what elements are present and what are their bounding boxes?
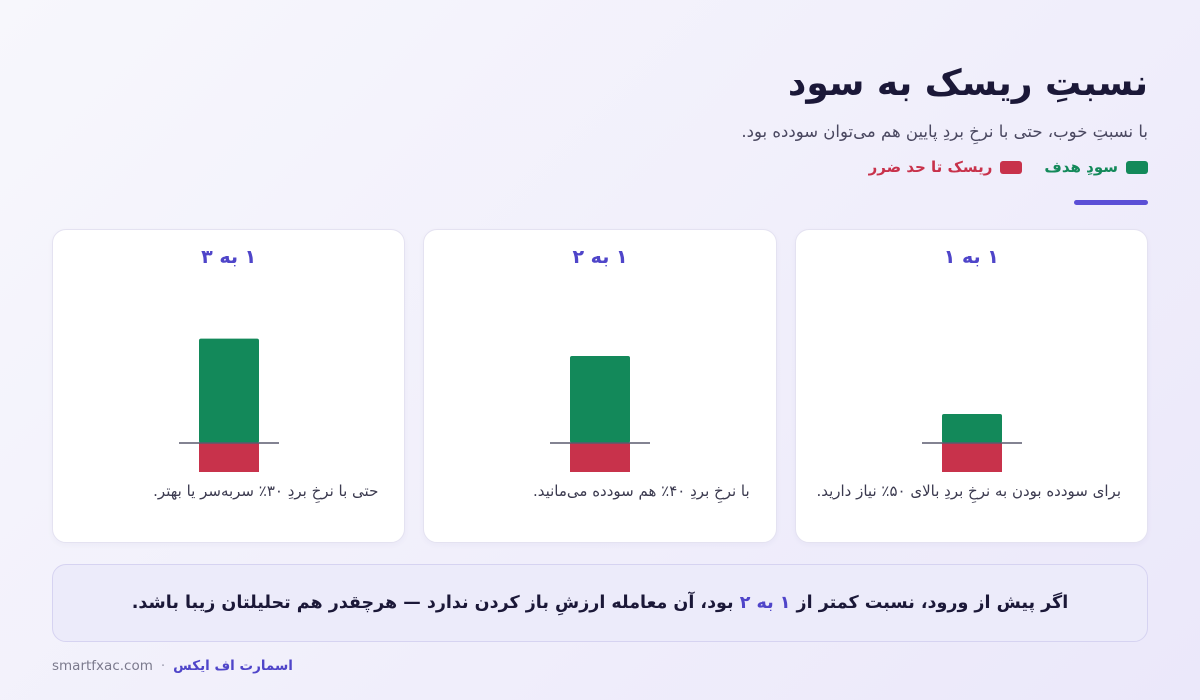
callout-text: اگر پیش از ورود، نسبت کمتر از ۱ به ۲ بود…: [132, 593, 1068, 613]
legend-profit-label: سودِ هدف: [1044, 158, 1118, 176]
ratio-card-desc: برای سودده بودن به نرخِ بردِ بالای ۵۰٪ ن…: [816, 482, 1121, 500]
footer-brand: اسمارت اف ایکس: [173, 658, 293, 674]
ratio-card-3: ۱ به ۳ حتی با نرخِ بردِ ۳۰٪ سربه‌سر یا ب…: [52, 229, 406, 543]
ratio-card-title: ۱ به ۲: [572, 246, 628, 268]
risk-swatch: [1000, 160, 1023, 174]
profit-swatch: [1126, 160, 1148, 174]
legend-item-risk: ریسک تا حد ضرر: [869, 158, 1023, 176]
footer: smartfxac.com · اسمارت اف ایکس: [52, 658, 293, 674]
ratio-card-2: ۱ به ۲ با نرخِ بردِ ۴۰٪ هم سودده می‌مانی…: [423, 229, 777, 543]
reward-bar: [941, 414, 1002, 443]
callout-text-before: اگر پیش از ورود، نسبت کمتر از: [790, 593, 1069, 613]
callout-text-after: بود، آن معامله ارزشِ باز کردن ندارد — هر…: [131, 593, 740, 613]
legend: سودِ هدف ریسک تا حد ضرر: [52, 158, 1148, 176]
page-title: نسبتِ ریسک به سود: [787, 63, 1148, 104]
accent-divider: [1074, 200, 1148, 205]
reward-bar: [570, 356, 631, 443]
callout-box: اگر پیش از ورود، نسبت کمتر از ۱ به ۲ بود…: [52, 564, 1148, 642]
ratio-card-title: ۱ به ۳: [201, 246, 257, 268]
callout-highlight: ۱ به ۲: [739, 593, 791, 613]
legend-item-profit: سودِ هدف: [1044, 158, 1148, 176]
legend-risk-label: ریسک تا حد ضرر: [868, 158, 993, 176]
ratio-card-1: ۱ به ۱ برای سودده بودن به نرخِ بردِ بالا…: [794, 229, 1148, 543]
ratio-chart: [179, 338, 280, 472]
ratio-cards: ۱ به ۱ برای سودده بودن به نرخِ بردِ بالا…: [52, 229, 1148, 543]
footer-url[interactable]: smartfxac.com: [52, 658, 153, 674]
risk-bar: [941, 443, 1002, 472]
ratio-card-desc: با نرخِ بردِ ۴۰٪ هم سودده می‌مانید.: [532, 482, 750, 500]
ratio-chart: [921, 414, 1022, 472]
risk-bar: [199, 443, 260, 472]
footer-separator: ·: [160, 658, 166, 674]
ratio-chart: [550, 356, 651, 472]
ratio-card-title: ۱ به ۱: [943, 246, 999, 268]
header: نسبتِ ریسک به سود با نسبتِ خوب، حتی با ن…: [52, 60, 1148, 176]
page-subtitle: با نسبتِ خوب، حتی با نرخِ بردِ پایین هم …: [741, 122, 1148, 141]
ratio-card-desc: حتی با نرخِ بردِ ۳۰٪ سربه‌سر یا بهتر.: [153, 482, 379, 500]
risk-bar: [570, 443, 631, 472]
reward-bar: [199, 338, 260, 443]
